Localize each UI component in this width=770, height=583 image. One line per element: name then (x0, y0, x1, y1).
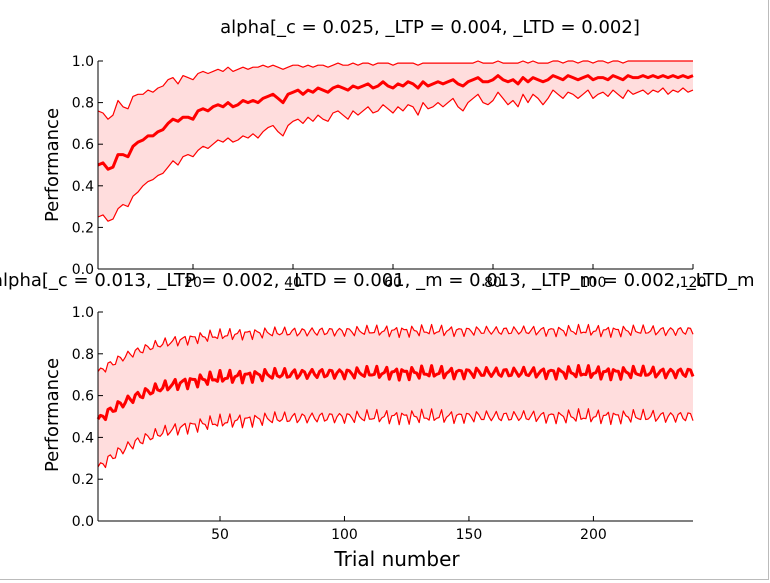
x-tick-label: 120 (680, 275, 707, 291)
x-tick-label: 60 (384, 275, 402, 291)
y-tick-label: 0.0 (72, 262, 94, 278)
xlabel-bottom: Trial number (333, 547, 460, 571)
title-top: alpha[_c = 0.025, _LTP = 0.004, _LTD = 0… (220, 17, 640, 38)
x-tick-label: 20 (184, 275, 202, 291)
x-tick-label: 40 (284, 275, 302, 291)
y-tick-label: 0.8 (72, 347, 94, 363)
subplot-top: alpha[_c = 0.025, _LTP = 0.004, _LTD = 0… (42, 17, 706, 291)
x-tick-label: 80 (484, 275, 502, 291)
x-tick-label: 150 (456, 527, 483, 543)
x-tick-label: 100 (580, 275, 607, 291)
y-tick-label: 0.2 (72, 220, 94, 236)
y-tick-label: 0.6 (72, 389, 94, 405)
y-tick-label: 0.4 (72, 430, 94, 446)
y-tick-label: 0.2 (72, 472, 94, 488)
y-tick-label: 0.4 (72, 179, 94, 195)
y-tick-label: 1.0 (72, 54, 94, 70)
y-tick-label: 0.0 (72, 514, 94, 530)
x-tick-label: 200 (580, 527, 607, 543)
ylabel-bottom: Performance (42, 358, 63, 472)
lower-bound-line-bottom (97, 408, 694, 469)
subplot-bottom: alpha[_c = 0.013, _LTP = 0.002, _LTD = 0… (0, 270, 755, 571)
x-tick-label: 50 (211, 527, 229, 543)
ylabel-top: Performance (42, 108, 63, 222)
y-tick-label: 0.6 (72, 137, 94, 153)
title-bottom: alpha[_c = 0.013, _LTP = 0.002, _LTD = 0… (0, 270, 755, 291)
y-tick-label: 0.8 (72, 96, 94, 112)
y-tick-label: 1.0 (72, 305, 94, 321)
upper-bound-line-top (97, 60, 693, 120)
upper-bound-line-bottom (97, 323, 694, 373)
band-fill-bottom (98, 324, 693, 468)
mean-line-top (97, 74, 694, 171)
lower-bound-line-top (97, 87, 694, 222)
x-tick-label: 100 (331, 527, 358, 543)
mean-line-bottom (96, 364, 695, 422)
